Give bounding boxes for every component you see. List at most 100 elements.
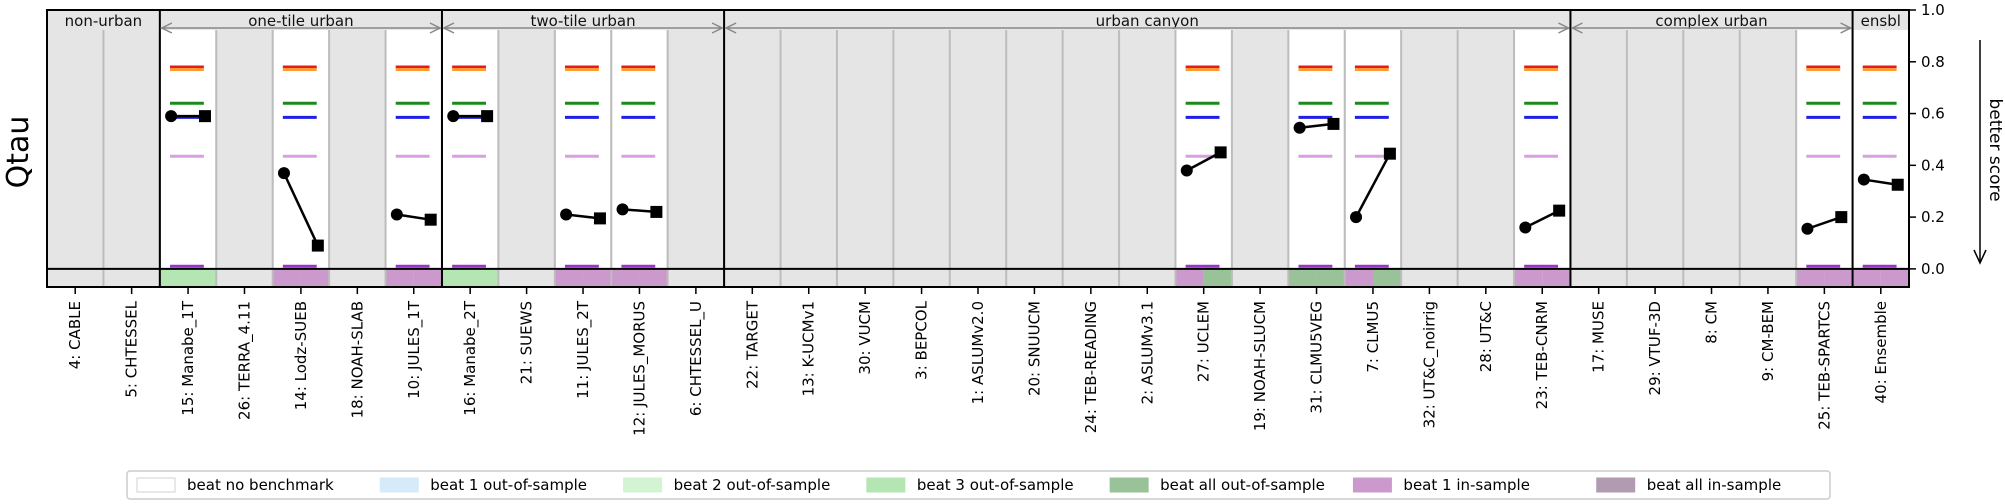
bottom-score-right	[1316, 268, 1345, 287]
bottom-score-left	[1796, 268, 1825, 287]
y-tick-label: 0.0	[1921, 260, 1945, 278]
score-point-circle	[165, 110, 178, 123]
bottom-score-right	[413, 268, 442, 287]
x-tick-label: 32: UT&C_noirrig	[1420, 301, 1439, 428]
score-line	[282, 172, 319, 247]
score-point-square	[1553, 204, 1566, 217]
bottom-score-left	[1344, 268, 1373, 287]
x-tick-label: 25: TEB-SPARTCS	[1815, 301, 1833, 430]
x-tick-label: 13: K-UCMv1	[800, 301, 818, 396]
y-tick-label: 0.8	[1921, 53, 1945, 71]
score-point-square	[1835, 211, 1848, 224]
x-tick-label: 3: BEPCOL	[913, 300, 931, 379]
score-point-square	[593, 212, 606, 225]
bottom-score-left	[1175, 268, 1204, 287]
score-point-square	[198, 110, 211, 123]
legend-label: beat no benchmark	[187, 476, 334, 494]
bottom-score-right	[470, 268, 499, 287]
x-tick-label: 11: JULES_2T	[574, 300, 593, 399]
x-tick-label: 19: NOAH-SLUCM	[1251, 301, 1269, 431]
x-tick-label: 1: ASLUMv2.0	[969, 301, 987, 404]
bottom-score-right	[188, 268, 217, 287]
legend-box	[126, 470, 1831, 500]
x-tick-label: 40: Ensemble	[1872, 301, 1890, 403]
x-tick-label: 20: SNUUCM	[1025, 301, 1043, 396]
x-tick-label: 18: NOAH-SLAB	[348, 301, 366, 418]
legend-label: beat all in-sample	[1647, 476, 1782, 494]
group-label: non-urban	[65, 12, 143, 30]
x-tick-label: 27: UCLEM	[1195, 301, 1213, 382]
x-tick-label: 31: CLMU5VEG	[1308, 301, 1326, 414]
x-tick-label: 26: TERRA_4.11	[235, 301, 254, 420]
group-arrow-right	[711, 22, 724, 34]
x-tick-label: 14: Lodz-SUEB	[292, 301, 310, 410]
score-point-square	[1891, 178, 1904, 191]
group-label: two-tile urban	[530, 12, 635, 30]
score-point-square	[424, 213, 437, 226]
bottom-score-right	[1880, 268, 1909, 287]
x-tick-label: 7: CLMU5	[1364, 301, 1382, 373]
x-tick-label: 16: Manabe_2T	[461, 300, 480, 416]
score-point-circle	[1801, 222, 1814, 235]
bottom-score-right	[639, 268, 668, 287]
legend-label: beat 2 out-of-sample	[674, 476, 831, 494]
x-tick-label: 5: CHTESSEL	[123, 300, 141, 397]
y-tick-label: 0.2	[1921, 208, 1945, 226]
y-tick-label: 0.4	[1921, 156, 1945, 174]
score-point-circle	[560, 208, 573, 221]
x-tick-label: 17: MUSE	[1590, 301, 1608, 373]
x-tick-label: 22: TARGET	[743, 300, 761, 389]
bottom-score-left	[1288, 268, 1317, 287]
score-point-square	[1214, 146, 1227, 159]
legend-swatch	[1352, 477, 1392, 493]
bottom-score-left	[385, 268, 414, 287]
x-tick-label: 23: TEB-CNRM	[1533, 301, 1551, 409]
right-axis-label: better score	[1985, 98, 2005, 201]
bottom-score-right	[1542, 268, 1571, 287]
score-point-circle	[1350, 211, 1363, 224]
x-tick-label: 8: CM	[1703, 301, 1721, 344]
group-arrow-left	[160, 22, 173, 34]
bottom-score-left	[1514, 268, 1543, 287]
x-tick-label: 12: JULES_MORUS	[630, 301, 649, 436]
bottom-score-left	[272, 268, 301, 287]
y-tick-label: 0.6	[1921, 105, 1945, 123]
score-point-square	[311, 239, 324, 252]
score-point-circle	[616, 203, 629, 216]
group-arrow-left	[724, 22, 737, 34]
legend-swatch	[866, 477, 906, 493]
group-label: urban canyon	[1096, 12, 1199, 30]
legend-label: beat 1 in-sample	[1403, 476, 1530, 494]
score-point-square	[481, 110, 494, 123]
group-arrow-right	[1558, 22, 1571, 34]
group-arrow-right	[1840, 22, 1853, 34]
plot-background	[47, 10, 1909, 287]
group-label: ensbl	[1861, 12, 1901, 30]
score-point-circle	[277, 167, 290, 180]
score-point-square	[1383, 147, 1396, 160]
score-point-circle	[1293, 121, 1306, 134]
group-arrow-left	[442, 22, 455, 34]
score-line	[1354, 153, 1391, 218]
x-tick-label: 15: Manabe_1T	[179, 300, 198, 416]
score-point-square	[650, 205, 663, 218]
score-point-circle	[1857, 173, 1870, 186]
legend-label: beat 3 out-of-sample	[917, 476, 1074, 494]
bottom-score-right	[1824, 268, 1853, 287]
x-tick-label: 9: CM-BEM	[1759, 301, 1777, 381]
legend-swatch	[379, 477, 419, 493]
score-point-circle	[447, 110, 460, 123]
x-tick-label: 4: CABLE	[66, 301, 84, 369]
bottom-score-left	[1852, 268, 1881, 287]
legend-swatch	[136, 477, 176, 493]
legend-swatch	[1109, 477, 1149, 493]
legend-swatch	[1596, 477, 1636, 493]
x-tick-label: 24: TEB-READING	[1082, 301, 1100, 433]
group-label: complex urban	[1655, 12, 1767, 30]
bottom-score-right	[1372, 268, 1402, 287]
legend-label: beat all out-of-sample	[1160, 476, 1325, 494]
bottom-score-left	[554, 268, 584, 287]
bottom-score-right	[300, 268, 330, 287]
score-point-circle	[1519, 221, 1532, 234]
